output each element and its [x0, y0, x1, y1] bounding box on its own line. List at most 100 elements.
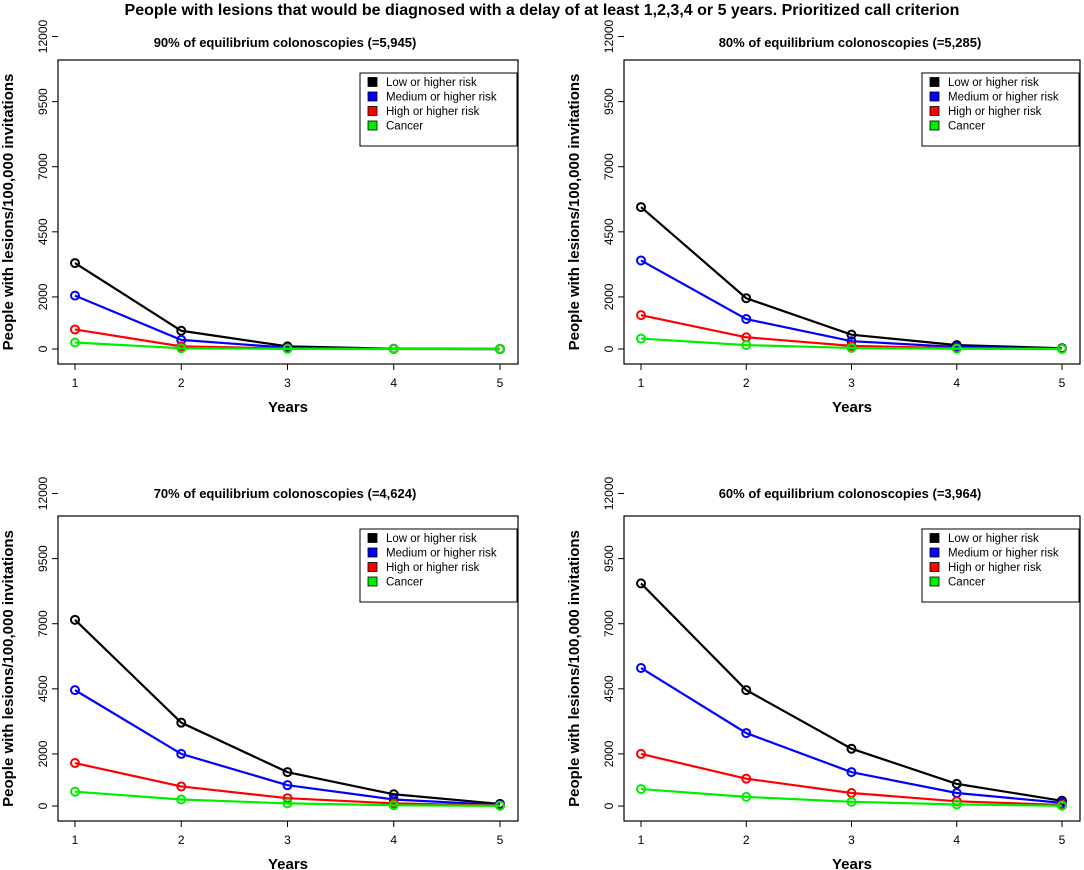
x-tick-label: 4	[953, 833, 960, 847]
legend-label: Cancer	[386, 121, 423, 133]
data-point-cancer	[282, 798, 293, 809]
y-tick-label: 2000	[602, 283, 616, 310]
x-tick-label: 3	[848, 833, 855, 847]
data-point-cancer	[1057, 800, 1067, 811]
data-point-cancer	[741, 340, 752, 351]
data-point-cancer	[636, 784, 646, 795]
legend-box	[359, 72, 518, 147]
legend-swatch-high	[929, 562, 940, 572]
data-point-medium	[282, 780, 293, 791]
series-line-cancer	[640, 787, 1063, 807]
data-point-low	[741, 293, 752, 304]
y-tick-label: 12000	[602, 20, 616, 54]
data-point-low	[282, 767, 293, 778]
data-point-cancer	[951, 799, 962, 810]
data-point-cancer	[636, 333, 646, 344]
x-axis-label: Years	[832, 399, 872, 416]
y-tick-label: 4500	[602, 218, 616, 245]
legend-swatch-high	[367, 106, 378, 116]
data-point-high	[741, 773, 752, 784]
data-point-cancer	[495, 800, 505, 811]
data-point-medium	[846, 767, 857, 778]
legend-label: Low or higher risk	[386, 77, 477, 89]
series-line-low	[640, 582, 1063, 802]
y-tick-label: 7000	[602, 153, 616, 180]
data-point-low	[70, 614, 80, 625]
legend-swatch-cancer	[929, 576, 940, 587]
y-tick-label: 0	[602, 802, 616, 809]
chart-panel-4: 60% of equilibrium colonoscopies (=3,964…	[566, 477, 1081, 870]
data-point-high	[176, 781, 187, 792]
legend-label: Low or higher risk	[948, 533, 1039, 545]
data-point-cancer	[388, 800, 399, 811]
series-line-medium	[640, 667, 1063, 804]
data-point-cancer	[741, 791, 752, 802]
legend-label: High or higher risk	[386, 562, 480, 574]
data-point-medium	[176, 748, 187, 759]
chart-panel-2: 80% of equilibrium colonoscopies (=5,285…	[566, 20, 1081, 416]
y-tick-label: 12000	[602, 477, 616, 511]
legend-label: High or higher risk	[948, 106, 1042, 118]
y-tick-label: 12000	[36, 477, 50, 511]
y-tick-label: 7000	[36, 610, 50, 637]
data-point-high	[70, 758, 80, 769]
legend-swatch-cancer	[367, 576, 378, 587]
data-point-high	[70, 324, 80, 335]
series-line-cancer	[640, 337, 1063, 351]
data-point-cancer	[1057, 344, 1067, 354]
legend-box	[921, 528, 1080, 603]
data-point-cancer	[70, 786, 80, 797]
x-tick-label: 4	[390, 376, 397, 390]
data-point-cancer	[951, 343, 962, 354]
y-tick-label: 4500	[36, 675, 50, 702]
legend-label: Low or higher risk	[948, 77, 1039, 89]
legend-swatch-high	[929, 106, 940, 116]
x-tick-label: 5	[1059, 376, 1066, 390]
series-line-cancer	[74, 790, 501, 807]
data-point-medium	[70, 290, 80, 301]
y-tick-label: 9500	[602, 88, 616, 115]
legend-swatch-cancer	[367, 120, 378, 131]
data-point-low	[846, 329, 857, 340]
data-point-cancer	[176, 343, 187, 354]
y-tick-label: 2000	[36, 740, 50, 767]
x-tick-label: 4	[390, 833, 397, 847]
data-point-high	[282, 793, 293, 804]
x-tick-label: 5	[497, 833, 504, 847]
x-axis-label: Years	[832, 856, 872, 870]
chart-title: 70% of equilibrium colonoscopies (=4,624…	[154, 486, 417, 501]
x-tick-label: 2	[743, 376, 750, 390]
x-tick-label: 2	[743, 833, 750, 847]
data-point-cancer	[846, 342, 857, 353]
data-point-cancer	[70, 337, 80, 348]
y-tick-label: 4500	[602, 675, 616, 702]
data-point-cancer	[282, 343, 293, 354]
x-tick-label: 4	[953, 376, 960, 390]
y-tick-label: 2000	[36, 283, 50, 310]
series-line-high	[640, 752, 1063, 807]
legend-label: High or higher risk	[386, 106, 480, 118]
legend-label: Low or higher risk	[386, 533, 477, 545]
y-tick-label: 4500	[36, 218, 50, 245]
data-point-cancer	[388, 344, 399, 354]
series-line-low	[640, 206, 1063, 350]
data-point-low	[176, 325, 187, 336]
chart-title: 90% of equilibrium colonoscopies (=5,945…	[154, 35, 417, 50]
legend-swatch-low	[929, 533, 940, 543]
x-axis-label: Years	[268, 856, 308, 870]
x-tick-label: 1	[638, 376, 645, 390]
series-line-low	[74, 262, 501, 351]
data-point-low	[70, 258, 80, 269]
chart-panel-1: 90% of equilibrium colonoscopies (=5,945…	[0, 20, 519, 416]
series-line-low	[74, 619, 501, 806]
y-tick-label: 0	[602, 345, 616, 352]
y-tick-label: 12000	[36, 20, 50, 54]
legend-label: Medium or higher risk	[948, 548, 1059, 560]
data-point-cancer	[176, 794, 187, 805]
series-line-cancer	[74, 341, 500, 351]
chart-panel-3: 70% of equilibrium colonoscopies (=4,624…	[0, 477, 519, 870]
data-point-medium	[636, 662, 646, 673]
legend-label: Cancer	[948, 121, 985, 133]
y-axis-label: People with lesions/100,000 invitations	[566, 74, 583, 351]
chart-title: 80% of equilibrium colonoscopies (=5,285…	[719, 35, 982, 50]
